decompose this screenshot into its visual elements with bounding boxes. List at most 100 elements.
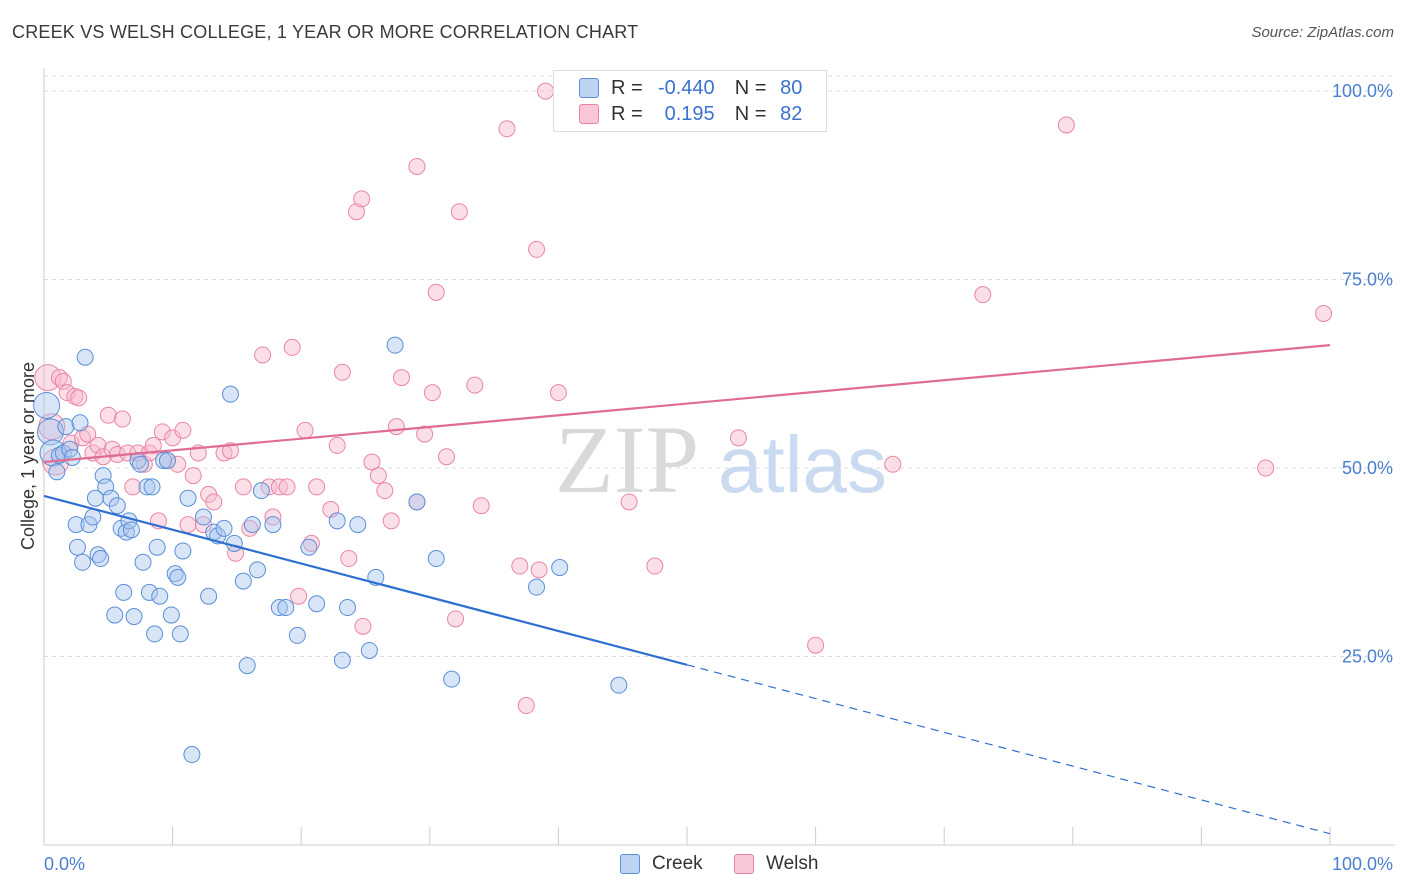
bottom-creek-label: Creek	[652, 853, 703, 874]
x-tick-label-max: 100.0%	[1332, 854, 1393, 874]
welsh-point	[1057, 116, 1075, 134]
bottom-creek-swatch	[620, 854, 640, 874]
welsh-point	[234, 478, 252, 496]
creek-point	[94, 467, 112, 485]
welsh-point	[537, 82, 555, 100]
welsh-point	[646, 557, 664, 575]
creek-trendline	[43, 494, 688, 666]
welsh-point	[308, 478, 326, 496]
welsh-point	[254, 346, 272, 364]
creek-point	[171, 625, 189, 643]
welsh-point	[423, 384, 441, 402]
creek-point	[57, 418, 75, 436]
creek-point	[151, 587, 169, 605]
creek-point	[76, 348, 94, 366]
watermark: ZIP atlas	[555, 406, 887, 513]
creek-point	[143, 478, 161, 496]
creek-point	[115, 583, 133, 601]
creek-point	[349, 516, 367, 534]
creek-point	[134, 553, 152, 571]
creek-point	[122, 521, 140, 539]
creek-point	[138, 478, 156, 496]
welsh-point	[498, 120, 516, 138]
creek-point	[131, 455, 149, 473]
creek-point	[270, 599, 288, 617]
welsh-point	[144, 436, 162, 454]
welsh-point	[153, 423, 171, 441]
welsh-point	[511, 557, 529, 575]
creek-point	[277, 599, 295, 617]
welsh-point	[369, 467, 387, 485]
creek-point	[106, 606, 124, 624]
welsh-point	[393, 369, 411, 387]
welsh-point	[260, 478, 278, 496]
welsh-point	[169, 455, 187, 473]
creek-point	[174, 542, 192, 560]
creek-point	[68, 538, 86, 556]
welsh-swatch	[579, 104, 599, 124]
watermark-zip: ZIP	[555, 406, 699, 513]
y-tick-label-75: 75.0%	[1342, 270, 1393, 290]
creek-point	[148, 538, 166, 556]
creek-point	[300, 538, 318, 556]
bottom-welsh-label: Welsh	[766, 853, 819, 874]
welsh-point	[884, 455, 902, 473]
creek-point	[427, 550, 445, 568]
creek-points	[33, 336, 628, 764]
creek-point	[328, 512, 346, 530]
y-axis-title: College, 1 year or more	[18, 362, 38, 550]
welsh-point	[179, 516, 197, 534]
welsh-point	[296, 421, 314, 439]
welsh-point	[472, 497, 490, 515]
legend-welsh-n-value: 82	[780, 102, 803, 125]
creek-point	[108, 497, 126, 515]
legend-row-welsh: R = 0.195 N = 82	[554, 101, 802, 127]
chart-title: CREEK VS WELSH COLLEGE, 1 YEAR OR MORE C…	[12, 22, 639, 42]
welsh-point	[113, 410, 131, 428]
welsh-point	[387, 418, 405, 436]
legend-creek-r-value: -0.440	[657, 76, 715, 99]
legend-creek-r-label: R =	[611, 76, 643, 99]
creek-point	[63, 448, 81, 466]
creek-point	[338, 599, 356, 617]
welsh-point	[70, 389, 88, 407]
creek-point	[333, 651, 351, 669]
welsh-point	[184, 467, 202, 485]
welsh-point	[427, 283, 445, 301]
creek-point	[288, 626, 306, 644]
creek-point	[252, 482, 270, 500]
x-ticks	[43, 827, 1331, 845]
welsh-point	[382, 512, 400, 530]
welsh-point	[416, 425, 434, 443]
creek-point	[86, 489, 104, 507]
creek-point	[36, 418, 64, 446]
creek-point	[179, 489, 197, 507]
welsh-point	[99, 406, 117, 424]
y-tick-label-25: 25.0%	[1342, 647, 1393, 667]
bottom-legend-creek: Creek	[620, 852, 703, 876]
welsh-point	[528, 240, 546, 258]
creek-point	[67, 516, 85, 534]
legend-welsh-r-label: R =	[611, 102, 643, 125]
legend-creek-n-label: N =	[734, 76, 767, 99]
creek-point	[264, 516, 282, 534]
creek-swatch	[579, 78, 599, 98]
welsh-point	[517, 697, 535, 715]
creek-point	[125, 608, 143, 626]
welsh-point	[1257, 459, 1275, 477]
creek-point	[162, 606, 180, 624]
creek-point	[408, 493, 426, 511]
welsh-point	[174, 421, 192, 439]
creek-point	[92, 550, 110, 568]
gridlines	[44, 75, 1393, 658]
welsh-point	[363, 453, 381, 471]
welsh-point	[283, 338, 301, 356]
creek-point	[97, 478, 115, 496]
welsh-point	[729, 429, 747, 447]
welsh-point	[89, 436, 107, 454]
y-tick-label-50: 50.0%	[1342, 458, 1393, 478]
creek-trendline-extension	[686, 664, 1331, 835]
creek-point	[140, 583, 158, 601]
welsh-point	[278, 478, 296, 496]
